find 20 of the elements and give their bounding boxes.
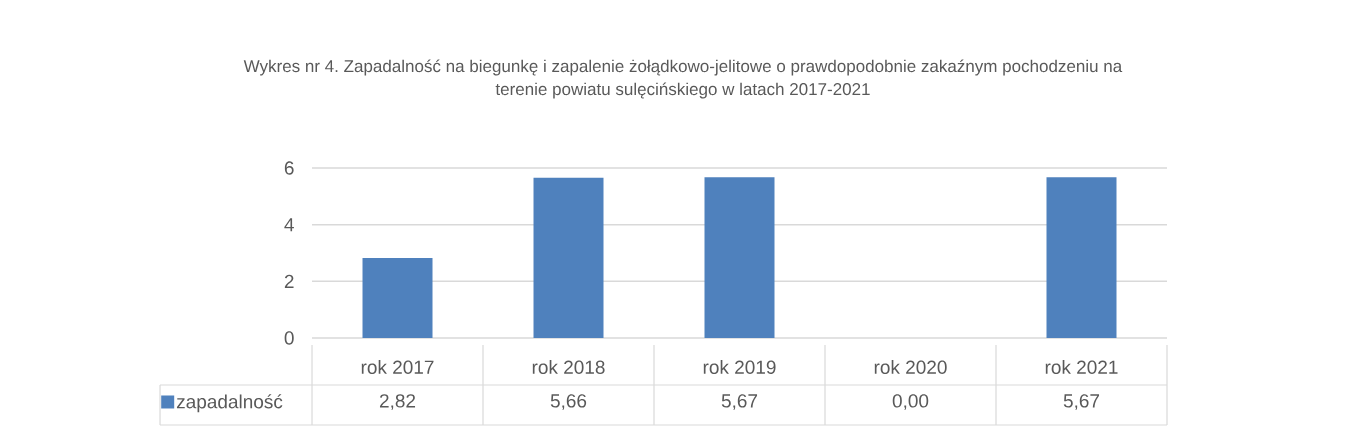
bar — [362, 258, 433, 338]
y-tick-label: 2 — [284, 274, 294, 288]
data-label: 2,82 — [379, 394, 416, 410]
data-label: 5,67 — [1063, 394, 1100, 410]
bar — [1046, 177, 1117, 338]
y-tick-label: 6 — [284, 161, 294, 175]
data-label: 0,00 — [892, 394, 929, 410]
y-tick-label: 4 — [284, 218, 294, 232]
x-tick-label: rok 2017 — [361, 360, 434, 374]
x-tick-label: rok 2020 — [874, 360, 947, 374]
data-label: 5,66 — [550, 394, 587, 410]
x-tick-label: rok 2018 — [532, 360, 605, 374]
bar — [533, 177, 604, 338]
chart-title: Wykres nr 4. Zapadalność na biegunkę i zapalenie żołądkowo-jelitowe o prawdopodobnie zakaźnym pochodzeniu na terenie powiatu sulęcińskiego w latach 2017-2021 — [243, 59, 1123, 99]
x-tick-label: rok 2019 — [703, 360, 776, 374]
legend-label: zapadalność — [176, 394, 283, 413]
data-label: 5,67 — [721, 394, 758, 410]
y-tick-label: 0 — [284, 331, 294, 345]
x-tick-label: rok 2021 — [1045, 360, 1118, 374]
bar — [704, 177, 775, 338]
